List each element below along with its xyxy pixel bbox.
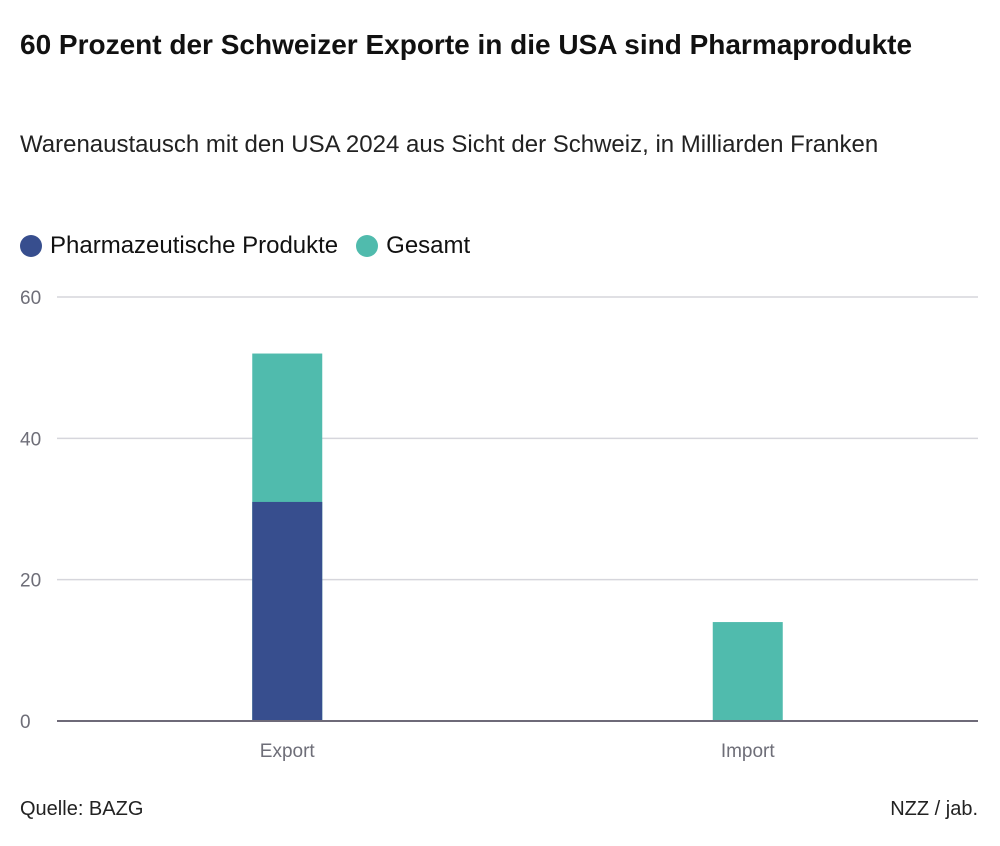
legend-label-pharma: Pharmazeutische Produkte <box>50 232 339 259</box>
legend-label-gesamt: Gesamt <box>386 232 471 259</box>
bar-pharmazeutische-produkte-export <box>252 501 323 721</box>
x-tick-label: Export <box>260 741 316 762</box>
chart-subtitle: Warenaustausch mit den USA 2024 aus Sich… <box>20 131 879 158</box>
legend-item-gesamt: Gesamt <box>356 232 470 260</box>
y-tick-label: 60 <box>20 288 41 309</box>
x-tick-label: Import <box>721 741 776 762</box>
chart-title: 60 Prozent der Schweizer Exporte in die … <box>20 29 913 60</box>
y-tick-label: 0 <box>20 712 31 733</box>
bar-gesamt-import <box>712 622 783 721</box>
credit-note: NZZ / jab. <box>890 798 978 820</box>
source-note: Quelle: BAZG <box>20 798 144 820</box>
legend: Pharmazeutische Produkte Gesamt <box>20 232 478 260</box>
legend-swatch-pharma <box>20 235 42 257</box>
y-tick-label: 20 <box>20 571 41 592</box>
legend-swatch-gesamt <box>356 235 379 257</box>
y-tick-label: 40 <box>20 429 41 450</box>
legend-item-pharma: Pharmazeutische Produkte <box>20 232 338 260</box>
